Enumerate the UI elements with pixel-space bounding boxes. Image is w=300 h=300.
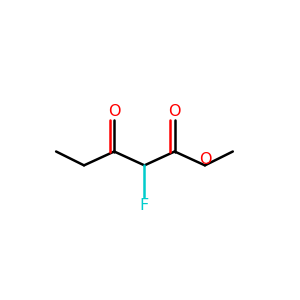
Text: F: F	[140, 198, 149, 213]
Text: O: O	[168, 104, 181, 119]
Text: O: O	[108, 104, 121, 119]
Text: O: O	[199, 152, 211, 167]
